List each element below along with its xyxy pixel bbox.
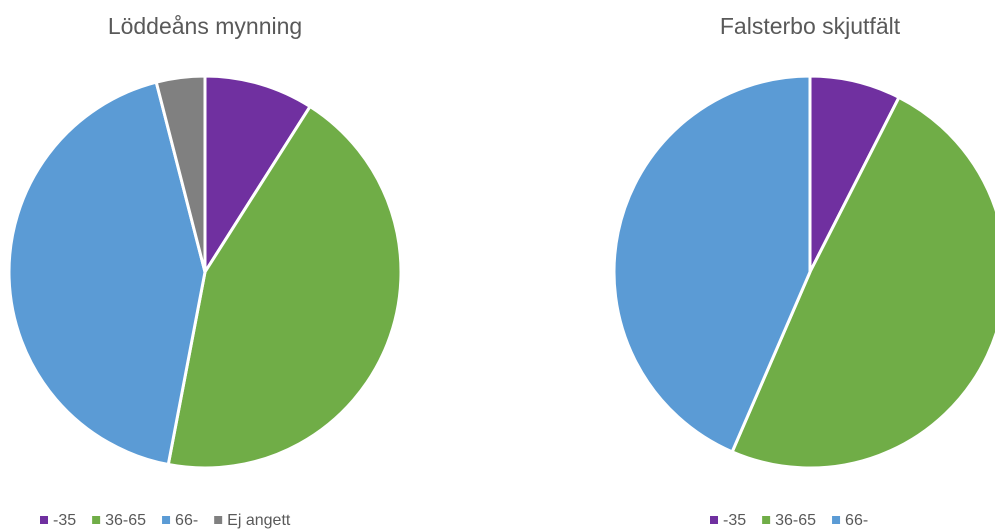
legend-swatch (214, 516, 223, 524)
chart-title: Falsterbo skjutfält (720, 13, 901, 39)
pie-slice (730, 95, 995, 470)
legend-swatch (40, 516, 48, 524)
legend-swatch (832, 516, 841, 524)
legend-label: Ej angett (227, 512, 291, 529)
pie-slice (612, 74, 812, 454)
legend-swatch (162, 516, 171, 524)
pie-slice (154, 74, 207, 273)
pie-slice (203, 74, 313, 278)
legend-swatch (92, 516, 101, 524)
legend-label: 66- (845, 512, 868, 529)
pie-slice (7, 80, 207, 467)
legend-label: -35 (53, 512, 76, 529)
legend-swatch (762, 516, 771, 524)
legend-label: 36-65 (775, 512, 816, 529)
legend-label: -35 (723, 512, 746, 529)
pie-slice (166, 104, 403, 470)
chart-title: Löddeåns mynning (108, 13, 302, 39)
legend-label: 36-65 (105, 512, 146, 529)
legend-label: 66- (175, 512, 198, 529)
legend-swatch (710, 516, 718, 524)
